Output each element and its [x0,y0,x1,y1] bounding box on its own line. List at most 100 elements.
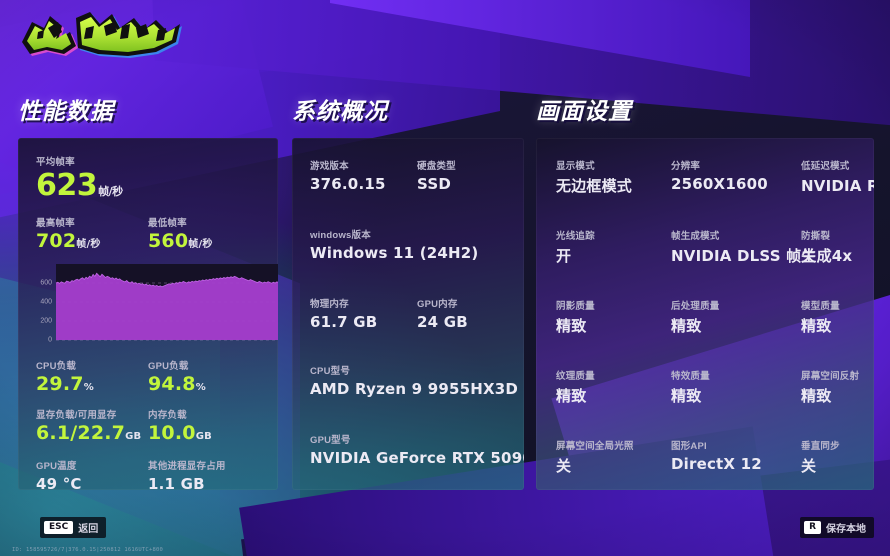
setting-value: 精致 [801,317,832,335]
min-fps-unit: 帧/秒 [188,239,213,250]
esc-hint-label: 返回 [78,524,99,535]
stat-windows-version: windows版本 Windows 11 (24H2) [310,227,524,262]
stat-value: NVIDIA GeForce RTX 5090 Laptop GPU [310,449,524,467]
setting-label: 屏幕空间全局光照 [556,441,634,452]
stat-cpu-load: CPU负载 29.7% [36,358,148,395]
setting-model-quality: 模型质量 精致 [801,298,874,336]
setting-label: 显示模式 [556,161,595,172]
stat-gpu-load: GPU负载 94.8% [148,358,260,395]
stat-label: GPU温度 [36,460,77,472]
stat-value: 10.0GB [148,421,260,444]
stat-label: 游戏版本 [310,161,349,172]
cpu-load-number: 29.7 [36,372,84,395]
stat-value: 6.1/22.7GB [36,423,148,444]
setting-label: 防撕裂 [801,231,831,242]
stat-label: 显存负载/可用显存 [36,409,117,421]
stat-value: 61.7 GB [310,313,378,331]
system-panel: 游戏版本 376.0.15 硬盘类型 SSD windows版本 Windows… [292,138,524,490]
setting-value: 开 [556,247,572,265]
setting-post-quality: 后处理质量 精致 [671,298,801,336]
stat-value: 702帧/秒 [36,231,148,252]
setting-low-latency: 低延迟模式 NVIDIA REFLEX 低延迟 [801,158,874,196]
avg-fps-number: 623 [36,168,98,203]
setting-label: 屏幕空间反射 [801,371,860,382]
stat-value: 29.7% [36,372,148,395]
setting-shadow-quality: 阴影质量 精致 [556,298,671,336]
setting-value: NVIDIA DLSS 帧生成4x [671,247,853,265]
setting-ssgi: 屏幕空间全局光照 关 [556,438,671,476]
setting-label: 光线追踪 [556,231,595,242]
graphics-column: 画面设置 显示模式 无边框模式 分辨率 2560X1600 低延迟模式 NVID… [536,92,874,490]
stat-label: 物理内存 [310,299,349,310]
setting-label: 垂直同步 [801,441,840,452]
game-logo [18,8,188,66]
gpu-load-number: 94.8 [148,372,196,395]
setting-value: 精致 [671,387,702,405]
setting-label: 特效质量 [671,371,710,382]
chart-y-tick: 0 [48,336,52,344]
stat-value: 623帧/秒 [36,171,260,201]
setting-frame-gen: 帧生成模式 NVIDIA DLSS 帧生成4x [671,228,853,266]
graphics-panel: 显示模式 无边框模式 分辨率 2560X1600 低延迟模式 NVIDIA RE… [536,138,874,490]
fps-chart: 0 200 400 600 [36,262,278,348]
stat-gpu-memory: GPU内存 24 GB [417,296,524,331]
setting-label: 纹理质量 [556,371,595,382]
chart-y-tick: 200 [40,317,52,325]
stat-min-fps: 最低帧率 560帧/秒 [148,215,260,252]
system-section-title: 系统概况 [292,99,388,125]
performance-panel: 平均帧率 623帧/秒 最高帧率 702帧/秒 最低帧率 560帧/秒 0 200… [18,138,278,490]
chart-line-series [55,272,278,288]
save-local-hint[interactable]: R 保存本地 [800,517,874,538]
stat-label: GPU内存 [417,299,458,310]
setting-value: NVIDIA REFLEX 低延迟 [801,177,874,195]
chart-area-series [56,273,278,340]
setting-anti-tearing: 防撕裂 关 [801,228,874,266]
setting-value: 2560X1600 [671,175,768,193]
min-fps-number: 560 [148,230,189,252]
stat-game-version: 游戏版本 376.0.15 [310,158,417,193]
esc-key-cap: ESC [44,521,74,534]
stat-cpu-model: CPU型号 AMD Ryzen 9 9955HX3D 16-Core Proce… [310,363,524,398]
stat-gpu-model: GPU型号 NVIDIA GeForce RTX 5090 Laptop GPU [310,432,524,467]
setting-label: 低延迟模式 [801,161,850,172]
stat-avg-fps: 平均帧率 623帧/秒 [36,154,260,201]
stat-value: 24 GB [417,313,468,331]
cpu-load-unit: % [83,381,94,393]
setting-ray-tracing: 光线追踪 开 [556,228,671,266]
stat-other-vram: 其他进程显存占用 1.1 GB [148,458,260,490]
system-column: 系统概况 游戏版本 376.0.15 硬盘类型 SSD windows版本 Wi… [292,92,524,490]
stat-ram-load: 内存负载 10.0GB [148,407,260,444]
stat-label: GPU负载 [148,360,189,372]
stat-vram-load: 显存负载/可用显存 6.1/22.7GB [36,407,148,444]
save-hint-label: 保存本地 [826,524,866,535]
stat-max-fps: 最高帧率 702帧/秒 [36,215,148,252]
stat-value: SSD [417,175,451,193]
setting-texture-quality: 纹理质量 精致 [556,368,671,406]
stat-value: 94.8% [148,372,260,395]
setting-label: 后处理质量 [671,301,720,312]
stat-label: 其他进程显存占用 [148,460,226,472]
setting-value: 精致 [801,387,832,405]
stat-label: windows版本 [310,230,371,241]
setting-graphics-api: 图形API DirectX 12 [671,438,801,476]
setting-label: 模型质量 [801,301,840,312]
ram-load-number: 10.0 [148,421,196,444]
fps-chart-svg [55,263,278,341]
setting-label: 分辨率 [671,161,701,172]
stat-physical-memory: 物理内存 61.7 GB [310,296,417,331]
avg-fps-unit: 帧/秒 [98,185,123,198]
session-id-line: ID: 158595726/7|376.0.15|250812 1616UTC+… [12,547,163,553]
save-key-cap: R [804,521,821,534]
stat-label: 最低帧率 [148,218,187,229]
esc-back-hint[interactable]: ESC 返回 [40,517,107,538]
setting-value: DirectX 12 [671,455,762,473]
stat-value: 560帧/秒 [148,230,260,252]
setting-resolution: 分辨率 2560X1600 [671,158,801,196]
stat-label: 最高帧率 [36,218,75,229]
setting-value: 关 [801,247,817,265]
setting-effects-quality: 特效质量 精致 [671,368,801,406]
stat-label: GPU型号 [310,435,351,446]
setting-vsync: 垂直同步 关 [801,438,874,476]
stat-value: 49 °C [36,474,82,490]
ram-load-unit: GB [195,430,212,442]
